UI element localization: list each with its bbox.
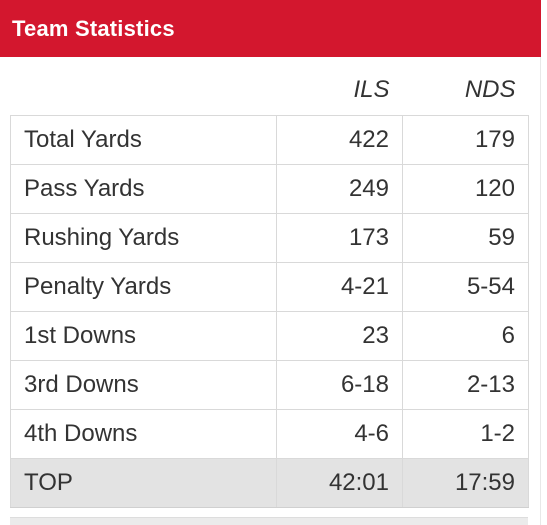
row-label: 3rd Downs [10, 360, 277, 410]
table-header-row: ILS NDS [10, 66, 529, 116]
ils-value: 4-21 [276, 262, 403, 312]
row-label: Pass Yards [10, 164, 277, 214]
column-header-nds: NDS [402, 66, 529, 116]
ils-value: 42:01 [276, 458, 403, 508]
table-row-3rd-downs: 3rd Downs 6-18 2-13 [10, 360, 529, 410]
column-header-ils: ILS [276, 66, 403, 116]
table-row-4th-downs: 4th Downs 4-6 1-2 [10, 409, 529, 459]
table-row-total-yards: Total Yards 422 179 [10, 115, 529, 165]
table-row-rushing-yards: Rushing Yards 173 59 [10, 213, 529, 263]
ils-value: 4-6 [276, 409, 403, 459]
row-label: 4th Downs [10, 409, 277, 459]
nds-value: 59 [402, 213, 529, 263]
row-label: TOP [10, 458, 277, 508]
ils-value: 23 [276, 311, 403, 361]
table-row-penalty-yards: Penalty Yards 4-21 5-54 [10, 262, 529, 312]
ils-value: 422 [276, 115, 403, 165]
nds-value: 120 [402, 164, 529, 214]
next-section-strip [10, 517, 528, 525]
page-edge [541, 0, 547, 525]
ils-value: 6-18 [276, 360, 403, 410]
column-header-stat [10, 66, 277, 116]
panel-divider [540, 57, 541, 525]
ils-value: 173 [276, 213, 403, 263]
nds-value: 2-13 [402, 360, 529, 410]
row-label: Rushing Yards [10, 213, 277, 263]
nds-value: 6 [402, 311, 529, 361]
table-row-1st-downs: 1st Downs 23 6 [10, 311, 529, 361]
nds-value: 1-2 [402, 409, 529, 459]
table-row-top: TOP 42:01 17:59 [10, 458, 529, 508]
nds-value: 17:59 [402, 458, 529, 508]
nds-value: 179 [402, 115, 529, 165]
page-title: Team Statistics [12, 15, 175, 41]
team-statistics-table: ILS NDS Total Yards 422 179 Pass Yards 2… [10, 66, 529, 508]
nds-value: 5-54 [402, 262, 529, 312]
ils-value: 249 [276, 164, 403, 214]
team-statistics-header: Team Statistics [0, 0, 541, 57]
row-label: Penalty Yards [10, 262, 277, 312]
table-row-pass-yards: Pass Yards 249 120 [10, 164, 529, 214]
row-label: 1st Downs [10, 311, 277, 361]
row-label: Total Yards [10, 115, 277, 165]
